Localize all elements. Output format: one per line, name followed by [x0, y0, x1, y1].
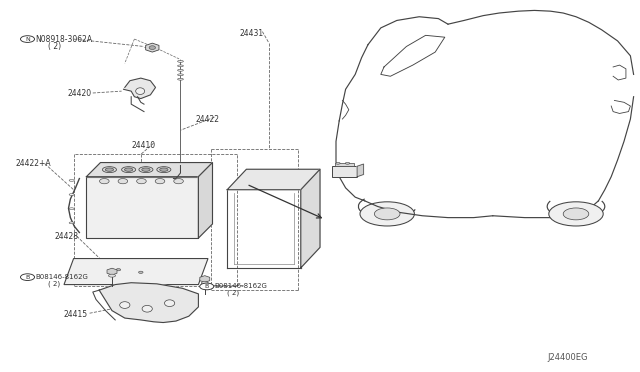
Polygon shape	[64, 259, 208, 285]
Ellipse shape	[20, 274, 35, 280]
Polygon shape	[227, 169, 320, 190]
Ellipse shape	[346, 162, 350, 164]
Ellipse shape	[116, 269, 120, 271]
Ellipse shape	[178, 61, 183, 62]
Ellipse shape	[100, 179, 109, 184]
Text: 24415: 24415	[64, 310, 88, 319]
Polygon shape	[200, 276, 210, 282]
Ellipse shape	[563, 208, 589, 220]
Text: 24422: 24422	[195, 115, 219, 124]
Ellipse shape	[155, 179, 165, 184]
Text: 24431: 24431	[240, 29, 264, 38]
Ellipse shape	[200, 283, 214, 290]
Ellipse shape	[139, 271, 143, 273]
Text: B: B	[205, 284, 209, 289]
Text: ( 2): ( 2)	[48, 280, 60, 287]
Bar	[86, 177, 198, 238]
Polygon shape	[99, 283, 198, 323]
Ellipse shape	[102, 167, 116, 173]
Ellipse shape	[122, 167, 136, 173]
Ellipse shape	[69, 208, 74, 210]
Ellipse shape	[69, 179, 74, 182]
Ellipse shape	[69, 193, 74, 196]
Text: N08918-3062A: N08918-3062A	[35, 35, 92, 44]
Bar	[332, 166, 357, 177]
Ellipse shape	[109, 274, 115, 277]
Text: B08146-8162G: B08146-8162G	[214, 283, 268, 289]
Ellipse shape	[174, 179, 184, 184]
Text: B08146-8162G: B08146-8162G	[35, 274, 88, 280]
Ellipse shape	[360, 202, 415, 226]
Text: ( 2): ( 2)	[48, 42, 61, 51]
Ellipse shape	[178, 69, 183, 71]
Text: 24420: 24420	[67, 89, 92, 97]
Ellipse shape	[178, 78, 183, 80]
Ellipse shape	[136, 88, 145, 94]
Text: ( 2): ( 2)	[227, 290, 239, 296]
Ellipse shape	[118, 179, 128, 184]
Ellipse shape	[160, 168, 168, 171]
Polygon shape	[86, 163, 212, 177]
Polygon shape	[301, 169, 320, 268]
Ellipse shape	[164, 300, 175, 307]
Ellipse shape	[20, 36, 35, 42]
Text: N: N	[25, 36, 30, 42]
Ellipse shape	[139, 167, 153, 173]
Text: 24422+A: 24422+A	[16, 159, 52, 168]
Text: B: B	[26, 275, 29, 280]
Polygon shape	[357, 164, 364, 177]
Ellipse shape	[157, 167, 171, 173]
Polygon shape	[124, 78, 156, 99]
Ellipse shape	[201, 282, 209, 285]
Ellipse shape	[137, 179, 147, 184]
Ellipse shape	[178, 65, 183, 67]
Ellipse shape	[548, 202, 604, 226]
Ellipse shape	[120, 302, 130, 308]
Bar	[335, 163, 354, 166]
Ellipse shape	[142, 305, 152, 312]
Ellipse shape	[178, 74, 183, 76]
Text: 24428: 24428	[54, 232, 79, 241]
Ellipse shape	[106, 168, 114, 171]
Ellipse shape	[125, 168, 133, 171]
Ellipse shape	[69, 222, 74, 224]
Polygon shape	[146, 43, 159, 52]
Text: J24400EG: J24400EG	[547, 353, 588, 362]
Ellipse shape	[142, 168, 150, 171]
Polygon shape	[198, 163, 212, 238]
Polygon shape	[107, 268, 117, 275]
Ellipse shape	[336, 162, 340, 164]
Ellipse shape	[149, 46, 156, 49]
Ellipse shape	[374, 208, 400, 220]
Text: 24410: 24410	[131, 141, 156, 150]
